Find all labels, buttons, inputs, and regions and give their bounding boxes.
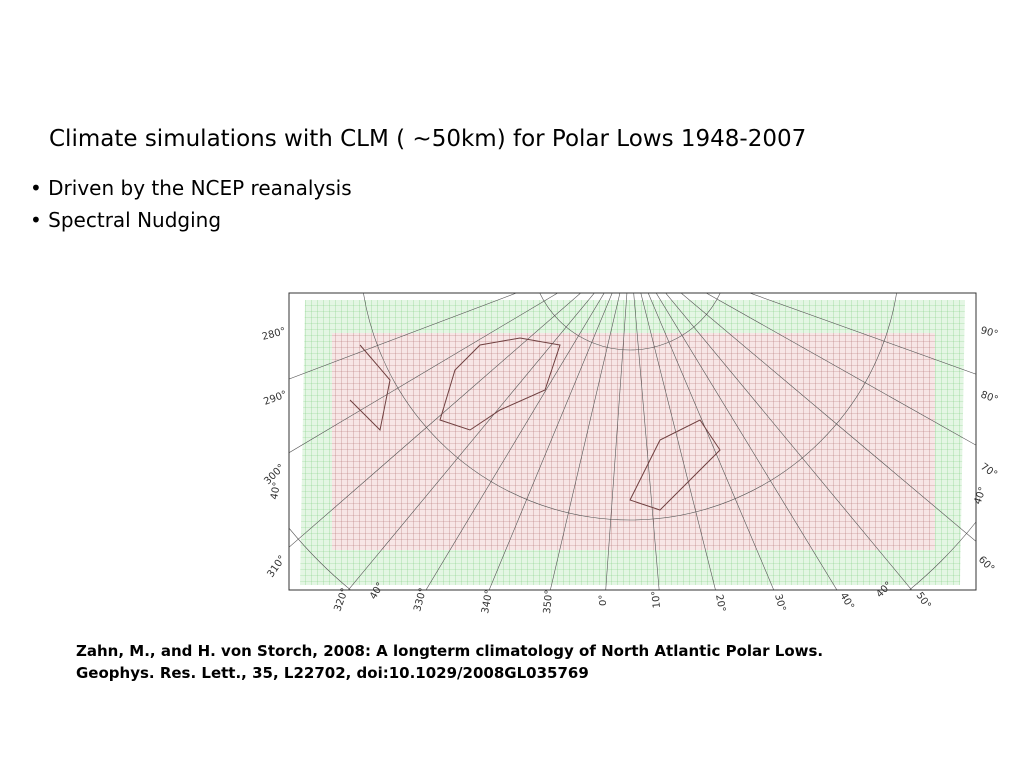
bullet-text: Spectral Nudging — [48, 208, 222, 232]
graticule — [289, 293, 976, 590]
map-label: 290° — [262, 389, 288, 408]
citation: Zahn, M., and H. von Storch, 2008: A lon… — [76, 642, 824, 660]
map-label: 20° — [713, 594, 727, 613]
map-label: 350° — [542, 589, 555, 614]
map-label: 50° — [914, 590, 933, 611]
map-label: 70° — [978, 461, 999, 480]
map-label: 280° — [261, 326, 287, 343]
map-label: 330° — [412, 587, 429, 613]
map-label: 60° — [976, 554, 996, 574]
map-label: 30° — [772, 593, 787, 613]
map-label: 10° — [650, 590, 663, 609]
map-label: 340° — [480, 589, 495, 615]
map-frame — [288, 292, 977, 591]
bullet: • Driven by the NCEP reanalysis — [30, 176, 352, 200]
map-body — [289, 293, 976, 590]
coastlines — [349, 337, 721, 511]
title: Climate simulations with CLM ( ~50km) fo… — [49, 126, 807, 152]
citation: Geophys. Res. Lett., 35, L22702, doi:10.… — [76, 664, 589, 682]
bullet-text: Driven by the NCEP reanalysis — [48, 176, 352, 200]
inner-grid — [332, 333, 935, 550]
map-label: 40° — [972, 486, 988, 506]
map-label: 310° — [265, 554, 288, 580]
map-label: 40° — [269, 481, 283, 500]
map-label: 320° — [332, 587, 351, 613]
map-label: 0° — [598, 595, 609, 606]
bullet: • Spectral Nudging — [30, 208, 222, 232]
map-label: 90° — [979, 325, 999, 340]
map-label: 80° — [979, 389, 999, 405]
map-label: 40° — [837, 591, 855, 612]
